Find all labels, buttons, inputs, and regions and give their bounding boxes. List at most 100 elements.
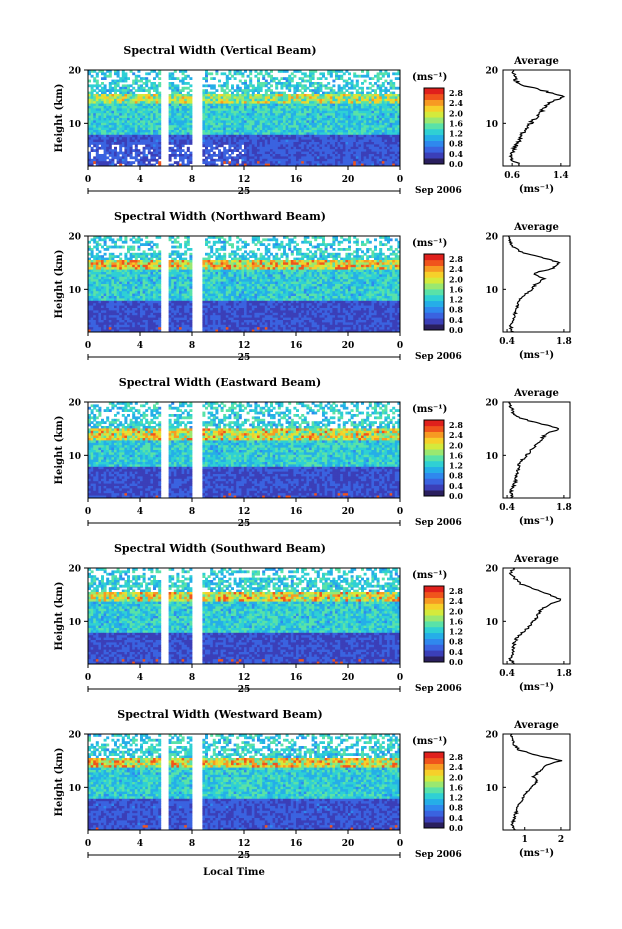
colorbar-swatch bbox=[424, 117, 444, 124]
heatmap-cell bbox=[111, 132, 115, 136]
heatmap-cell bbox=[381, 115, 385, 119]
heatmap-cell bbox=[319, 132, 323, 136]
heatmap-cell bbox=[363, 264, 367, 268]
heatmap-cell bbox=[366, 110, 370, 114]
heatmap-cell bbox=[236, 89, 240, 92]
heatmap-cell bbox=[171, 122, 175, 126]
heatmap-cell bbox=[277, 161, 281, 164]
heatmap-cell bbox=[298, 248, 302, 251]
heatmap-cell bbox=[301, 132, 305, 136]
heatmap-cell bbox=[353, 154, 357, 157]
heatmap-cell bbox=[205, 74, 208, 78]
heatmap-cell bbox=[381, 127, 385, 131]
heatmap-cell bbox=[225, 267, 229, 270]
heatmap-cell bbox=[129, 149, 133, 152]
heatmap-cell bbox=[127, 257, 130, 261]
heatmap-cell bbox=[376, 84, 380, 88]
heatmap-cell bbox=[134, 252, 138, 256]
heatmap-cell bbox=[355, 262, 359, 266]
heatmap-cell bbox=[277, 122, 281, 126]
heatmap-cell bbox=[111, 101, 115, 104]
heatmap-cell bbox=[207, 91, 211, 95]
heatmap-cell bbox=[303, 134, 307, 138]
heatmap-cell bbox=[368, 156, 372, 160]
heatmap-cell bbox=[103, 240, 107, 244]
heatmap-cell bbox=[335, 137, 338, 140]
heatmap-cell bbox=[88, 72, 91, 76]
heatmap-cell bbox=[303, 132, 307, 136]
colorbar-swatch bbox=[424, 99, 444, 106]
heatmap-cell bbox=[322, 163, 325, 167]
heatmap-cell bbox=[254, 125, 258, 128]
heatmap-cell bbox=[296, 151, 299, 155]
heatmap-cell bbox=[342, 142, 346, 145]
heatmap-cell bbox=[220, 269, 224, 273]
colorbar-swatch bbox=[424, 158, 444, 165]
heatmap-cell bbox=[231, 151, 234, 155]
heatmap-cell bbox=[319, 108, 323, 112]
heatmap-cell bbox=[236, 269, 240, 273]
heatmap-cell bbox=[387, 125, 390, 128]
heatmap-cell bbox=[335, 127, 338, 131]
heatmap-cell bbox=[218, 127, 221, 131]
heatmap-cell bbox=[140, 127, 143, 131]
heatmap-cell bbox=[106, 245, 110, 249]
heatmap-cell bbox=[376, 163, 380, 167]
heatmap-cell bbox=[158, 125, 162, 128]
heatmap-cell bbox=[257, 113, 260, 116]
heatmap-cell bbox=[103, 262, 107, 266]
heatmap-cell bbox=[111, 106, 115, 109]
heatmap-cell bbox=[116, 120, 120, 124]
heatmap-cell bbox=[384, 94, 388, 97]
heatmap-cell bbox=[257, 151, 260, 155]
heatmap-cell bbox=[202, 118, 206, 121]
heatmap-cell bbox=[98, 120, 102, 124]
heatmap-cell bbox=[285, 243, 289, 246]
colorbar-swatch bbox=[424, 152, 444, 159]
heatmap-cell bbox=[285, 108, 289, 112]
heatmap-cell bbox=[262, 156, 266, 160]
heatmap-cell bbox=[293, 113, 297, 116]
heatmap-cell bbox=[290, 163, 294, 167]
heatmap-cell bbox=[345, 151, 349, 155]
heatmap-cell bbox=[329, 158, 333, 162]
heatmap-cell bbox=[137, 130, 141, 133]
heatmap-cell bbox=[225, 98, 229, 102]
heatmap-cell bbox=[225, 142, 229, 145]
heatmap-cell bbox=[259, 255, 263, 258]
heatmap-cell bbox=[316, 245, 320, 249]
heatmap-cell bbox=[158, 267, 162, 270]
heatmap-cell bbox=[337, 122, 341, 126]
heatmap-cell bbox=[329, 101, 333, 104]
heatmap-cell bbox=[108, 91, 112, 95]
heatmap-cell bbox=[340, 139, 344, 143]
heatmap-cell bbox=[158, 115, 162, 119]
heatmap-cell bbox=[129, 134, 133, 138]
heatmap-cell bbox=[142, 132, 146, 136]
heatmap-cell bbox=[301, 122, 305, 126]
heatmap-cell bbox=[361, 137, 364, 140]
heatmap-cell bbox=[361, 154, 364, 157]
heatmap-cell bbox=[124, 161, 128, 164]
heatmap-cell bbox=[228, 267, 232, 270]
heatmap-cell bbox=[309, 137, 312, 140]
heatmap-cell bbox=[233, 267, 237, 270]
heatmap-cell bbox=[293, 103, 297, 107]
heatmap-cell bbox=[355, 101, 359, 104]
heatmap-cell bbox=[127, 101, 130, 104]
heatmap-cell bbox=[283, 146, 286, 150]
heatmap-cell bbox=[246, 267, 250, 270]
heatmap-cell bbox=[95, 262, 99, 266]
heatmap-cell bbox=[103, 120, 107, 124]
heatmap-cell bbox=[108, 236, 112, 239]
heatmap-cell bbox=[173, 161, 177, 164]
heatmap-cell bbox=[392, 250, 396, 254]
heatmap-cell bbox=[319, 130, 323, 133]
heatmap-cell bbox=[350, 139, 354, 143]
heatmap-cell bbox=[309, 139, 312, 143]
heatmap-cell bbox=[124, 260, 128, 263]
heatmap-cell bbox=[285, 139, 289, 143]
heatmap-cell bbox=[249, 110, 253, 114]
heatmap-cell bbox=[387, 257, 390, 261]
heatmap-cell bbox=[145, 264, 149, 268]
